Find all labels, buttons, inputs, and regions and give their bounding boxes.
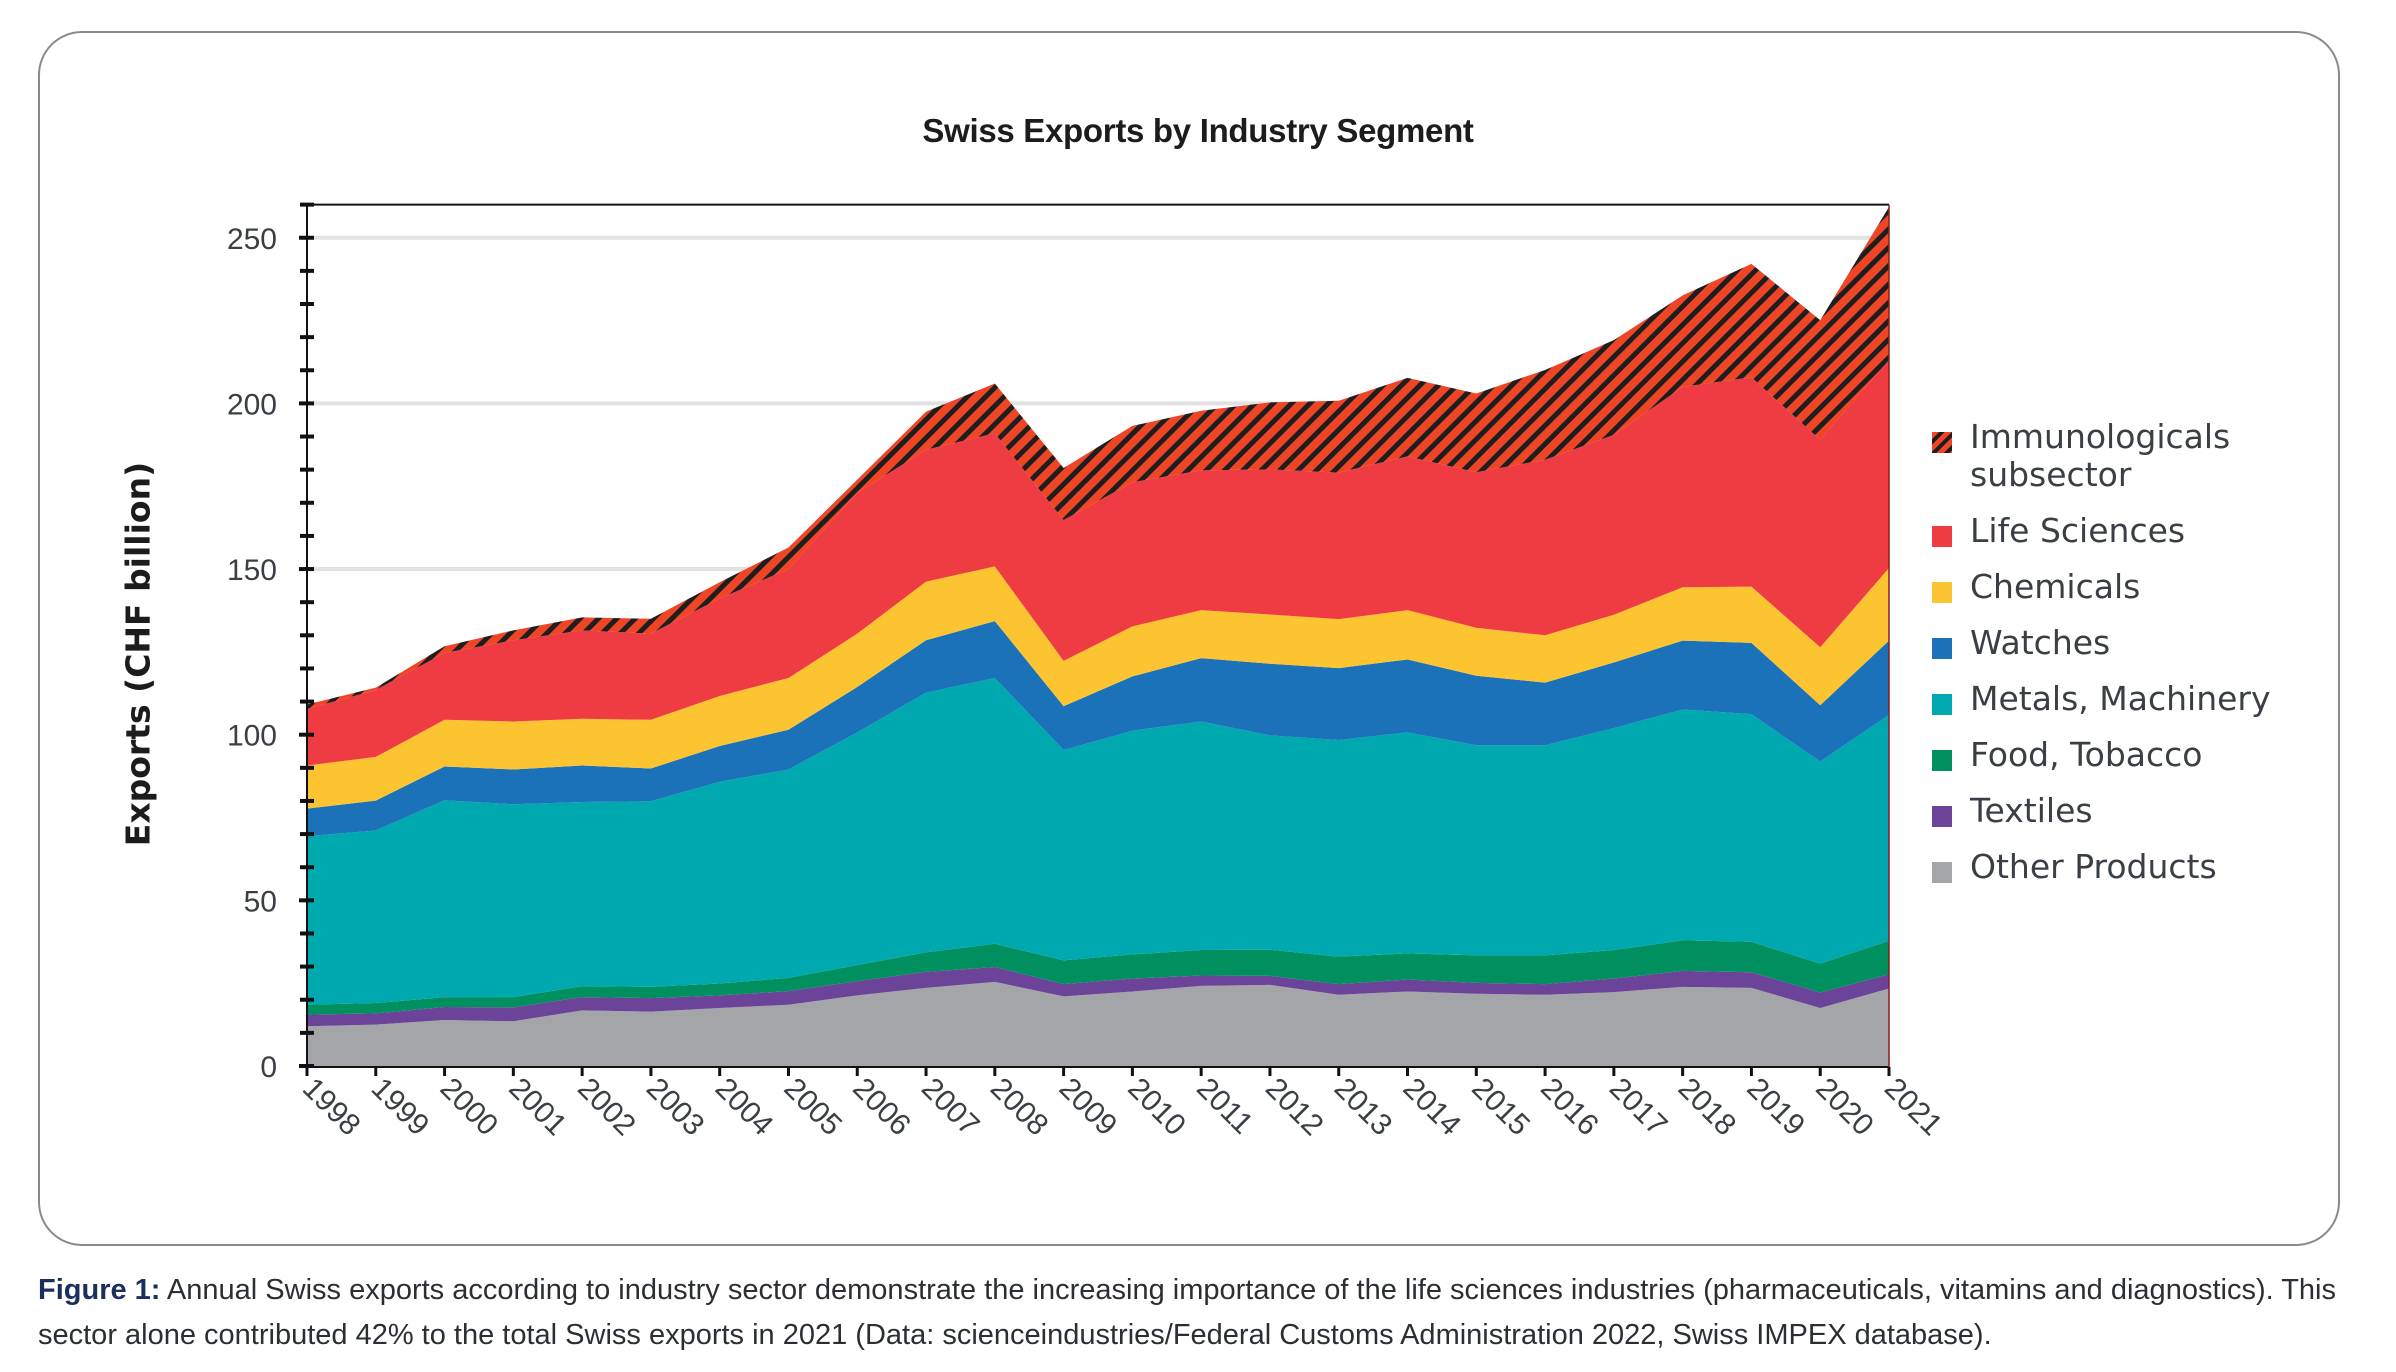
chart-frame (38, 31, 2340, 1246)
chart-title: Swiss Exports by Industry Segment (922, 112, 1474, 149)
area-layers (307, 206, 1889, 1066)
legend: Immunologicals subsector Life Sciences Chem… (1932, 418, 2290, 904)
x-tick-label: 2015 (1465, 1072, 1536, 1143)
x-tick-label: 2008 (984, 1072, 1055, 1143)
legend-swatch (1932, 694, 1952, 715)
x-tick-label: 2018 (1672, 1072, 1743, 1143)
x-tick-label: 2005 (778, 1072, 849, 1143)
x-tick-label: 2021 (1878, 1072, 1949, 1143)
legend-label: Food, Tobacco (1970, 735, 2203, 774)
y-tick-label: 100 (227, 720, 277, 753)
legend-item: Other Products (1932, 848, 2290, 886)
x-tick-label: 2016 (1534, 1072, 1605, 1143)
area-food-tobacco (307, 940, 1889, 1015)
legend-item: Watches (1932, 624, 2290, 662)
legend-item: Food, Tobacco (1932, 736, 2290, 774)
area-chemicals (307, 566, 1889, 809)
y-tick-label: 250 (227, 223, 277, 256)
legend-item: Textiles (1932, 792, 2290, 830)
x-tick-label: 2013 (1328, 1072, 1399, 1143)
x-tick-label: 1998 (296, 1072, 367, 1143)
legend-label: Other Products (1970, 847, 2217, 886)
y-tick-label: 150 (227, 554, 277, 587)
x-tick-label: 2002 (571, 1072, 642, 1143)
legend-label: Metals, Machinery (1970, 679, 2271, 718)
legend-swatch (1932, 582, 1952, 603)
y-tick-label: 50 (244, 885, 277, 918)
area-other-products (307, 981, 1889, 1066)
caption-label: Figure 1: (38, 1274, 161, 1306)
x-tick-label: 2003 (640, 1072, 711, 1143)
x-tick-label: 2007 (915, 1072, 986, 1143)
y-tick-label: 200 (227, 388, 277, 421)
legend-label: Watches (1970, 623, 2111, 662)
x-tick-label: 2020 (1809, 1072, 1880, 1143)
area-watches (307, 621, 1889, 837)
x-tick-label: 2014 (1397, 1072, 1468, 1143)
legend-item: Life Sciences (1932, 512, 2290, 550)
legend-label: Chemicals (1970, 567, 2141, 606)
area-immunologicals-subsector (307, 206, 1889, 709)
legend-label: Life Sciences (1970, 511, 2186, 550)
caption-text: Annual Swiss exports according to indust… (38, 1274, 2336, 1351)
y-tick-label: 0 (260, 1051, 277, 1084)
x-tick-label: 2006 (846, 1072, 917, 1143)
x-tick-labels: 1998199920002001200220032004200520062007… (296, 1072, 1949, 1143)
legend-item: Chemicals (1932, 568, 2290, 606)
area-metals-machinery (307, 678, 1889, 1005)
area-life-sciences (307, 359, 1889, 766)
x-tick-label: 2009 (1053, 1072, 1124, 1143)
x-tick-label: 2012 (1259, 1072, 1330, 1143)
x-tick-label: 2019 (1740, 1072, 1811, 1143)
legend-swatch (1932, 638, 1952, 659)
figure-caption: Figure 1: Annual Swiss exports according… (38, 1268, 2378, 1358)
legend-label: Textiles (1970, 791, 2093, 830)
x-tick-label: 2000 (434, 1072, 505, 1143)
legend-label: Immunologicals subsector (1970, 417, 2231, 494)
legend-item: Immunologicals subsector (1932, 418, 2290, 494)
x-tick-label: 2017 (1603, 1072, 1674, 1143)
y-tick-labels: 0 50 100 150 200 250 (227, 223, 277, 1084)
axes (299, 202, 1891, 1076)
legend-swatch (1932, 526, 1952, 547)
x-tick-label: 2004 (709, 1072, 780, 1143)
legend-swatch (1932, 432, 1952, 453)
x-tick-label: 2010 (1121, 1072, 1192, 1143)
legend-item: Metals, Machinery (1932, 680, 2290, 718)
legend-swatch (1932, 806, 1952, 827)
x-tick-label: 2001 (502, 1072, 573, 1143)
x-tick-label: 1999 (365, 1072, 436, 1143)
legend-swatch (1932, 750, 1952, 771)
area-textiles (307, 966, 1889, 1027)
legend-swatch (1932, 862, 1952, 883)
x-tick-label: 2011 (1190, 1072, 1259, 1141)
